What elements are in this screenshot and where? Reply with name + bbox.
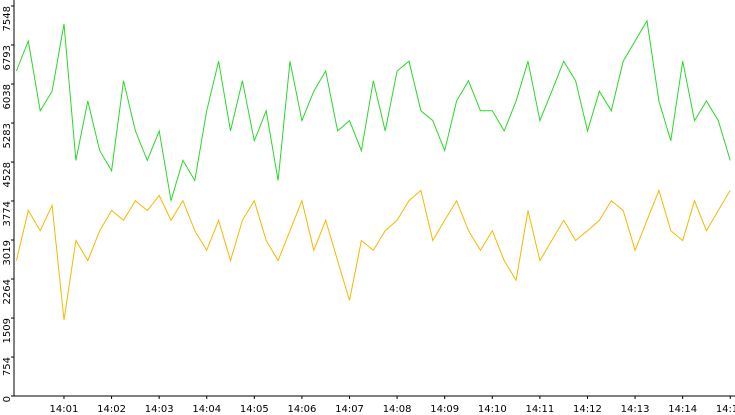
x-tick-label: 14:08 [383,404,412,415]
x-tick-label: 14:06 [288,404,317,415]
x-tick-label: 14:07 [335,404,364,415]
x-tick-label: 14:02 [97,404,126,415]
x-tick-label: 14:04 [192,404,221,415]
x-tick-label: 14:11 [525,404,554,415]
y-tick-label: 754 [2,357,13,376]
y-tick-label: 5283 [2,123,13,148]
x-tick-label: 14:01 [50,404,79,415]
y-tick-label: 0 [2,396,13,402]
x-tick-label: 14:03 [145,404,174,415]
x-tick-label: 14:09 [430,404,459,415]
y-tick-label: 2264 [2,279,13,304]
y-tick-label: 6038 [2,84,13,109]
y-tick-label: 3019 [2,240,13,265]
x-tick-label: 14:05 [240,404,269,415]
x-tick-label: 14:13 [621,404,650,415]
x-tick-label: 14:10 [478,404,507,415]
x-tick-label: 14:14 [668,404,697,415]
y-tick-label: 1509 [2,318,13,343]
y-tick-label: 4528 [2,162,13,187]
series-line [15,188,731,321]
x-tick-label: 14:12 [573,404,602,415]
y-tick-label: 7548 [2,6,13,31]
x-tick-label: 14:15 [716,404,735,415]
series-line [15,19,731,201]
y-tick-label: 3774 [2,201,13,226]
y-tick-label: 6793 [2,45,13,70]
